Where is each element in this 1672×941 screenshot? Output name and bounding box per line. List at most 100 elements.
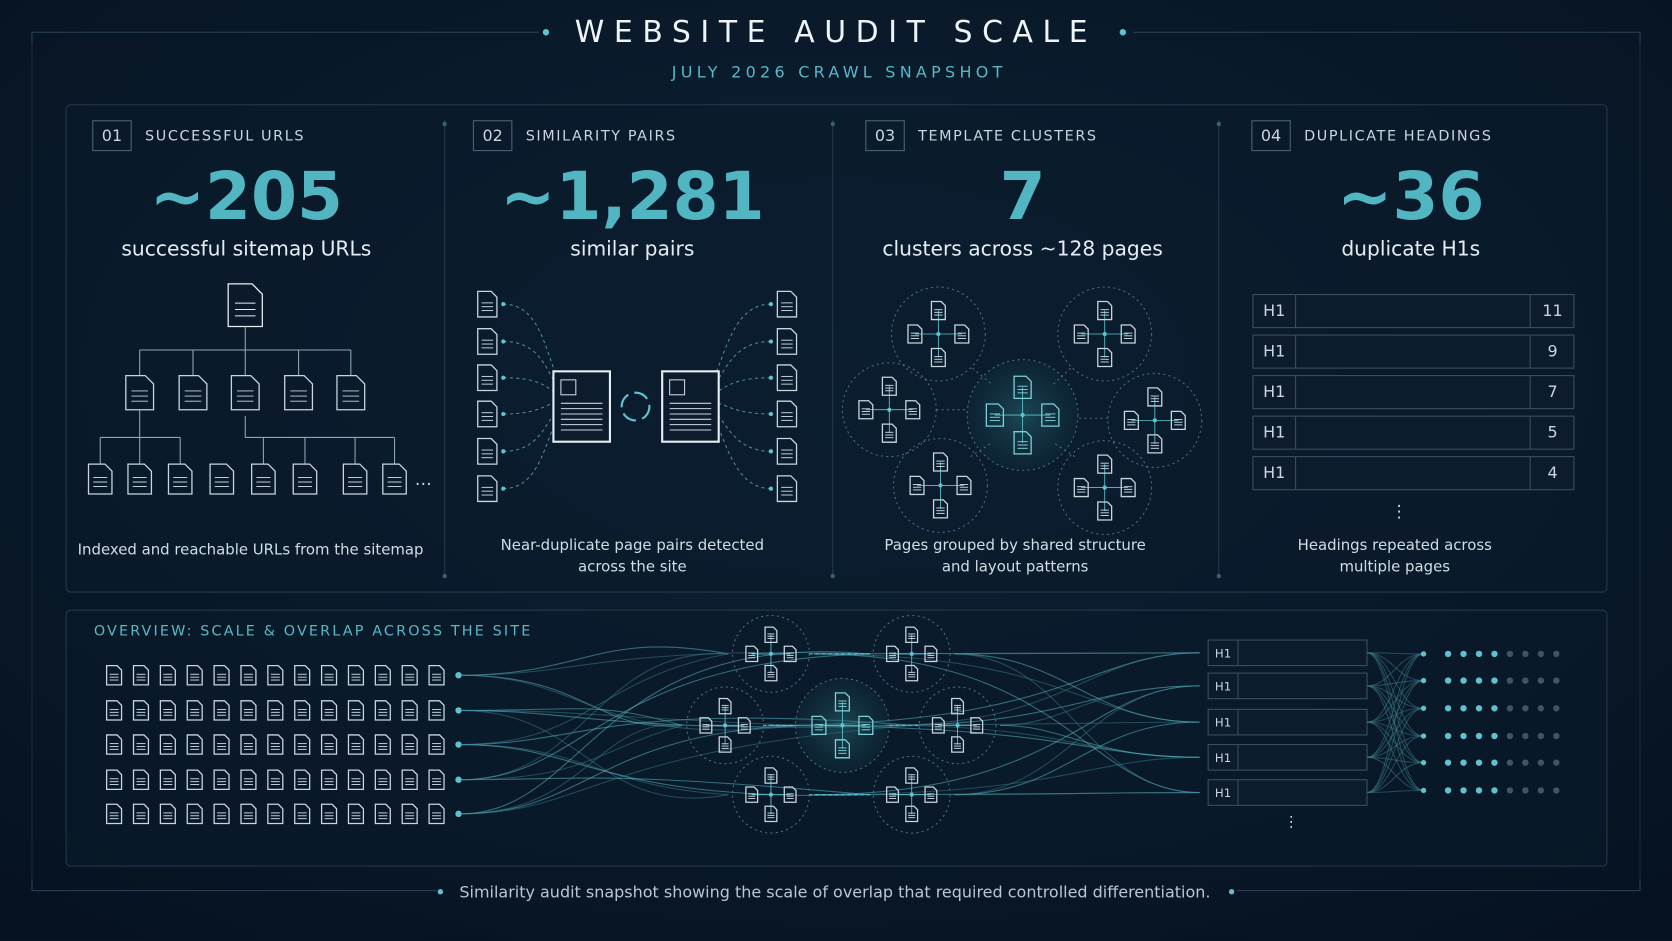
heading-tag: H1 <box>1215 786 1231 800</box>
doc-icon <box>745 786 759 803</box>
frame <box>31 31 1641 892</box>
card-label: TEMPLATE CLUSTERS <box>917 129 1098 145</box>
stat-caption: successful sitemap URLs <box>121 236 371 260</box>
doc-icon <box>783 786 797 803</box>
decoration <box>954 791 1200 796</box>
doc-icon <box>213 664 230 686</box>
doc-icon <box>186 700 203 721</box>
decoration <box>501 486 506 491</box>
doc-icon <box>737 717 751 734</box>
doc-icon <box>428 664 445 686</box>
decoration <box>768 651 774 657</box>
doc-icon <box>776 400 798 428</box>
decoration <box>909 651 914 657</box>
heading-count: 11 <box>1542 301 1562 320</box>
decoration <box>1020 412 1025 418</box>
decoration <box>890 286 986 382</box>
decoration <box>954 721 1200 796</box>
doc-icon <box>267 664 284 686</box>
decoration <box>1420 651 1427 657</box>
stat-caption: similar pairs <box>570 236 694 260</box>
decoration <box>455 810 462 818</box>
decoration <box>1553 677 1560 684</box>
doc-icon <box>1147 434 1163 454</box>
doc-icon <box>374 700 391 721</box>
decoration <box>1491 787 1498 794</box>
decoration <box>1506 732 1514 740</box>
card-label: SIMILARITY PAIRS <box>526 129 677 145</box>
heading-count: 4 <box>1547 463 1557 482</box>
decoration <box>885 652 1200 726</box>
decoration: ⋮ <box>1284 812 1299 830</box>
decoration <box>690 401 771 452</box>
doc-icon <box>886 645 900 663</box>
decoration <box>560 379 577 396</box>
doc-icon <box>132 700 150 721</box>
badge: 01 <box>102 126 122 145</box>
doc-icon <box>881 376 897 396</box>
doc-icon <box>240 700 257 721</box>
doc-icon <box>132 803 150 825</box>
doc-icon <box>907 324 923 344</box>
stat: ~205 <box>150 158 343 235</box>
doc-icon <box>745 645 759 663</box>
decoration <box>1537 732 1545 740</box>
dot <box>1119 29 1127 36</box>
heading-count: 7 <box>1547 382 1557 401</box>
doc-icon <box>213 734 230 755</box>
decoration <box>936 367 1108 458</box>
doc-icon <box>401 664 418 686</box>
decoration <box>1216 573 1221 579</box>
doc-icon <box>811 715 827 736</box>
badge: 02 <box>482 126 502 145</box>
decoration <box>1152 418 1157 423</box>
doc-icon <box>336 374 366 411</box>
doc-icon <box>267 769 284 790</box>
decoration <box>1522 677 1529 684</box>
decoration <box>1460 705 1467 712</box>
doc-icon <box>251 463 276 495</box>
decoration <box>1366 721 1424 791</box>
decoration <box>552 370 612 443</box>
dot <box>1228 889 1235 895</box>
decoration <box>1522 732 1529 740</box>
doc-icon <box>1097 501 1113 521</box>
decoration <box>893 437 988 533</box>
badge: 03 <box>875 126 895 145</box>
doc-icon <box>374 734 391 755</box>
doc-icon <box>428 700 445 721</box>
decoration <box>1553 759 1560 766</box>
doc-icon <box>374 664 391 686</box>
doc-icon <box>213 769 230 790</box>
doc-icon <box>186 664 203 686</box>
doc-icon <box>240 664 257 686</box>
doc-icon <box>834 739 850 759</box>
doc-icon <box>320 664 338 686</box>
doc-icon <box>159 664 176 686</box>
decoration <box>661 370 720 443</box>
decoration <box>936 331 941 337</box>
doc-icon <box>764 767 778 784</box>
decoration <box>1522 787 1529 794</box>
dot <box>542 29 550 36</box>
doc-icon <box>776 437 798 465</box>
card-label: DUPLICATE HEADINGS <box>1304 129 1493 145</box>
decoration <box>1475 677 1483 684</box>
decoration <box>501 449 506 454</box>
decoration <box>1420 787 1427 794</box>
doc-icon <box>342 463 368 495</box>
doc-icon <box>167 463 193 495</box>
dot <box>437 889 444 895</box>
heading-tag: H1 <box>1215 716 1231 730</box>
decoration <box>1366 680 1424 758</box>
heading-row <box>1207 779 1368 806</box>
doc-icon <box>294 803 311 825</box>
stat: ~1,281 <box>500 158 765 235</box>
decoration <box>1460 759 1467 766</box>
doc-icon <box>477 364 498 392</box>
doc-icon <box>125 374 155 411</box>
doc-icon <box>970 717 984 734</box>
doc-icon <box>320 700 338 721</box>
stat: 7 <box>1000 158 1046 235</box>
